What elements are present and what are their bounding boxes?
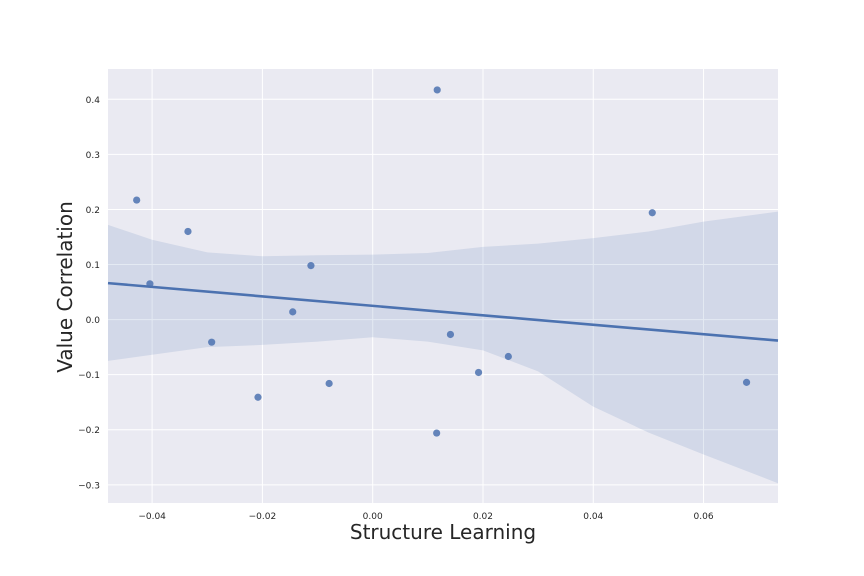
- data-point: [254, 393, 262, 401]
- data-point: [146, 280, 154, 288]
- data-point: [446, 330, 455, 339]
- y-tick-label: −0.1: [78, 371, 100, 381]
- data-point: [433, 86, 441, 94]
- x-tick-label: 0.06: [694, 512, 714, 522]
- data-point: [648, 209, 656, 217]
- x-tick-label: 0.02: [473, 512, 493, 522]
- y-tick-label: 0.2: [86, 206, 100, 216]
- confidence-band-area: [108, 211, 778, 484]
- data-point: [133, 196, 141, 204]
- y-tick-label: 0.3: [86, 151, 100, 161]
- data-point: [433, 429, 441, 437]
- x-tick-labels: −0.04 −0.02 0.00 0.02 0.04 0.06: [138, 512, 714, 522]
- y-tick-labels: −0.3 −0.2 −0.1 0.0 0.1 0.2 0.3 0.4: [78, 96, 100, 492]
- y-tick-label: 0.4: [86, 96, 101, 106]
- data-point: [184, 227, 192, 236]
- x-tick-label: 0.00: [363, 512, 383, 522]
- data-points: [133, 86, 751, 437]
- y-tick-label: 0.1: [86, 261, 100, 271]
- data-point: [742, 378, 751, 386]
- data-point: [307, 262, 315, 270]
- y-tick-label: 0.0: [86, 316, 101, 326]
- data-point: [208, 338, 216, 346]
- confidence-band: [108, 211, 778, 484]
- grid-lines: [108, 69, 778, 503]
- data-point: [325, 379, 333, 388]
- data-point: [289, 308, 297, 316]
- y-tick-label: −0.2: [78, 426, 100, 436]
- x-tick-label: −0.04: [138, 512, 166, 522]
- data-point: [474, 368, 483, 377]
- regression-line-segment: [107, 281, 779, 342]
- data-point: [504, 352, 512, 361]
- x-axis-label: Structure Learning: [350, 520, 536, 544]
- x-tick-label: −0.02: [249, 512, 277, 522]
- regression-line: [107, 281, 779, 342]
- x-tick-label: 0.04: [583, 512, 603, 522]
- plot-background: [108, 69, 778, 503]
- y-axis-label: Value Correlation: [53, 201, 77, 373]
- y-tick-label: −0.3: [78, 481, 100, 491]
